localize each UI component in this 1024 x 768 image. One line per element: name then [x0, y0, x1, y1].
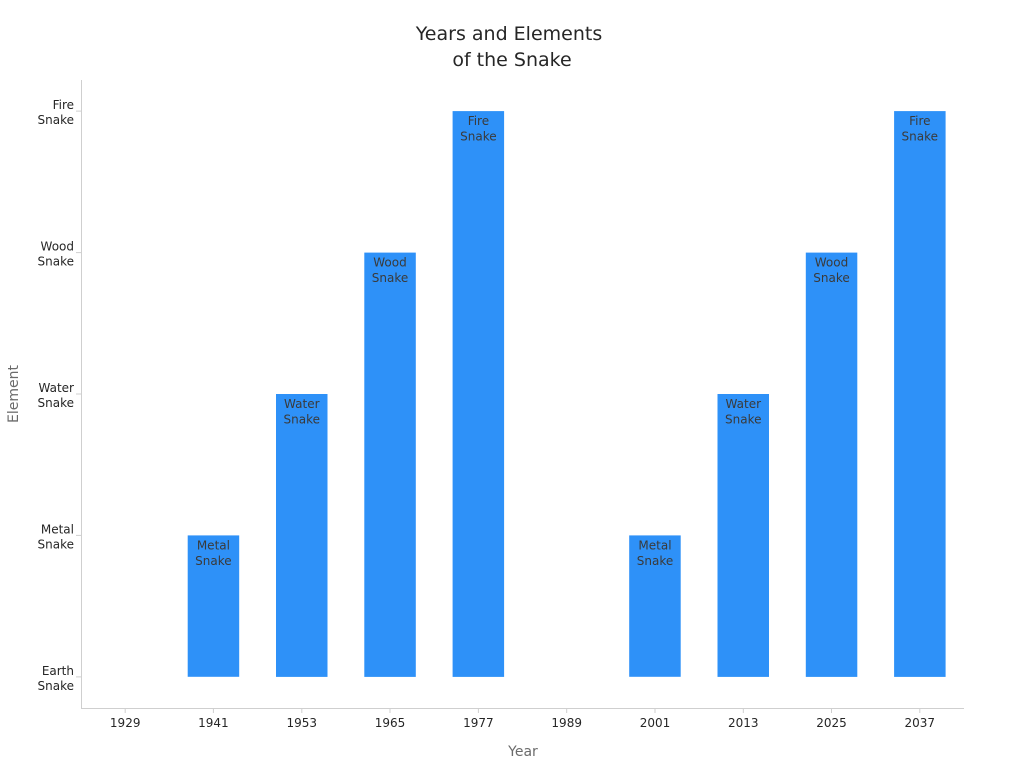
y-tick-label-fire-snake-line-2: Snake [38, 113, 74, 127]
x-tick-label-1941: 1941 [198, 716, 229, 730]
bar-label-2037: Fire Snake [902, 114, 938, 144]
y-tick-label-wood-snake: Wood Snake [38, 240, 74, 269]
bar-label-2001-line-1: Metal [638, 538, 671, 552]
bar-label-1953-line-2: Snake [284, 413, 320, 427]
bar-label-1977: Fire Snake [460, 114, 496, 144]
y-tick-label-wood-snake-line-2: Snake [38, 255, 74, 269]
bar-label-2025-line-2: Snake [813, 271, 849, 285]
bar-label-2037-line-1: Fire [909, 114, 930, 128]
x-tick-label-1953: 1953 [287, 716, 318, 730]
bar-label-1941-line-1: Metal [197, 538, 230, 552]
x-tick-label-1977: 1977 [463, 716, 494, 730]
x-axis-ticks: 1929 1941 1953 1965 1977 1989 2001 2013 2025 2037 [110, 708, 935, 730]
x-axis-label: Year [507, 744, 538, 760]
bar-1953 [276, 394, 328, 677]
bar-1941 [187, 535, 240, 677]
bar-label-2013: Water Snake [725, 397, 761, 427]
bar-label-1965-line-2: Snake [372, 271, 408, 285]
bar-2013 [717, 394, 769, 677]
bar-2025 [805, 252, 858, 677]
y-tick-label-earth-snake-line-2: Snake [38, 679, 74, 693]
y-tick-label-fire-snake: Fire Snake [38, 98, 74, 127]
bar-label-1953-line-1: Water [284, 397, 320, 411]
bar-label-2001: Metal Snake [637, 538, 673, 568]
bar-1965 [364, 252, 416, 677]
bar-label-1965: Wood Snake [372, 256, 408, 286]
x-tick-label-1929: 1929 [110, 716, 141, 730]
chart-title: Years and Elements of the Snake [415, 23, 609, 71]
bar-label-2001-line-2: Snake [637, 554, 673, 568]
bar-label-1965-line-1: Wood [373, 256, 406, 270]
y-tick-label-metal-snake-line-1: Metal [41, 522, 74, 536]
bar-2001 [629, 535, 681, 677]
x-tick-label-1965: 1965 [375, 716, 406, 730]
bar-label-2037-line-2: Snake [902, 130, 938, 144]
y-tick-label-metal-snake: Metal Snake [38, 522, 74, 551]
bar-label-1941: Metal Snake [195, 538, 231, 568]
x-tick-label-1989: 1989 [551, 716, 582, 730]
chart-title-line-2: of the Snake [452, 49, 571, 71]
bar-label-1953: Water Snake [284, 397, 320, 427]
y-tick-label-metal-snake-line-2: Snake [38, 537, 74, 551]
x-tick-label-2001: 2001 [640, 716, 671, 730]
y-tick-label-wood-snake-line-1: Wood [41, 240, 74, 254]
bar-label-1941-line-2: Snake [195, 554, 231, 568]
y-tick-label-water-snake-line-2: Snake [38, 396, 74, 410]
bar-label-2025-line-1: Wood [815, 256, 848, 270]
y-tick-label-fire-snake-line-1: Fire [53, 98, 74, 112]
bar-label-1977-line-1: Fire [468, 114, 489, 128]
y-tick-label-water-snake: Water Snake [38, 381, 75, 410]
bars-group [187, 111, 946, 677]
bar-label-2013-line-1: Water [726, 397, 762, 411]
y-tick-label-earth-snake-line-1: Earth [42, 664, 74, 678]
bar-label-2013-line-2: Snake [725, 413, 761, 427]
bar-label-1977-line-2: Snake [460, 130, 496, 144]
y-axis-label: Element [6, 365, 22, 423]
x-tick-label-2037: 2037 [905, 716, 936, 730]
x-tick-label-2025: 2025 [816, 716, 847, 730]
bar-1977 [452, 111, 505, 677]
y-tick-label-earth-snake: Earth Snake [38, 664, 74, 693]
chart-title-line-1: Years and Elements [415, 23, 603, 45]
y-tick-label-water-snake-line-1: Water [39, 381, 75, 395]
bar-label-2025: Wood Snake [813, 256, 849, 286]
x-tick-label-2013: 2013 [728, 716, 759, 730]
bar-2037 [894, 111, 946, 677]
